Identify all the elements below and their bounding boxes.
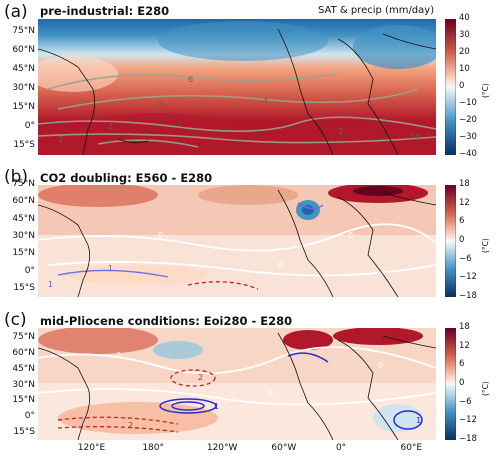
panel-a-contour-label: 2 — [158, 99, 163, 108]
panel-c-letter: (c) — [4, 310, 27, 330]
colorbar-c-unit: (°C) — [481, 381, 490, 396]
colorbar-tick-label: 18 — [459, 179, 470, 189]
lat-tick-label: 30°N — [12, 82, 35, 93]
panel-a-contour-label: 10 — [410, 133, 420, 142]
panel-c-contour-label: 0 — [116, 351, 121, 360]
map-panel-b: 0 1 0 0 1 — [38, 185, 436, 297]
lon-tick-label: 120°W — [206, 443, 238, 453]
panel-a-contour-label: 2 — [338, 127, 343, 136]
lat-tick-label: 45°N — [12, 63, 35, 74]
colorbar-tick-label: −18 — [459, 434, 477, 444]
lat-tick-label: 60°N — [12, 196, 35, 207]
panel-c-contour-label: 1 — [214, 402, 219, 411]
lon-tick-label: 180° — [142, 443, 164, 453]
panel-c-contour-label: 0 — [378, 361, 383, 370]
panel-c-contour-label: 0 — [268, 389, 273, 398]
lon-tick-label: 0° — [335, 443, 347, 453]
lat-tick-label: 15°S — [13, 282, 35, 293]
lat-tick-label: 15°N — [12, 101, 35, 112]
colorbar-tick-label: 40 — [459, 13, 470, 23]
colorbar-tick-label: 30 — [459, 30, 470, 40]
lat-tick-label: 75°N — [12, 332, 35, 343]
colorbar-tick-label: 18 — [459, 322, 470, 332]
lat-tick-label: 75°N — [12, 179, 35, 189]
panel-a-title: pre-industrial: E280 — [40, 4, 170, 18]
lon-tick-label: 60°W — [271, 443, 297, 453]
colorbar-tick-label: −12 — [459, 415, 477, 426]
lat-tick-label: 0° — [24, 410, 35, 421]
lat-tick-label: 60°N — [12, 348, 35, 359]
panel-b-contour-label: 1 — [48, 280, 53, 289]
lon-tick-label: 120°E — [77, 443, 106, 453]
colorbar-tick-label: −6 — [459, 396, 472, 407]
panel-a-contour-label: 2 — [108, 122, 113, 131]
colorbar-tick-label: 0 — [459, 235, 465, 245]
panel-c-title: mid-Pliocene conditions: Eoi280 - E280 — [40, 314, 293, 328]
panel-c-contour-label: 2 — [198, 373, 203, 382]
panel-a-subtitle: SAT & precip (mm/day) — [318, 5, 435, 16]
panel-b-letter: (b) — [4, 167, 29, 187]
panel-c-contour-label: 2 — [128, 421, 133, 430]
map-panel-a: 6 2 4 2 2 10 2 — [38, 19, 436, 155]
panel-b-contour-label: 0 — [348, 231, 353, 240]
colorbar-tick-label: −12 — [459, 272, 477, 283]
colorbar-tick-label: 6 — [459, 216, 465, 227]
colorbar-a-unit: (°C) — [481, 83, 490, 98]
colorbar-panel-c — [445, 328, 456, 440]
panel-b-contour-label: 0 — [278, 261, 283, 270]
colorbar-tick-label: −20 — [459, 115, 477, 125]
colorbar-tick-label: 20 — [459, 47, 470, 57]
lat-tick-label: 15°S — [13, 426, 35, 437]
lat-tick-label: 45°N — [12, 213, 35, 224]
panel-b-title: CO2 doubling: E560 - E280 — [40, 171, 213, 185]
colorbar-tick-label: 10 — [459, 64, 470, 74]
map-panel-c: 0 1 2 0 1 2 0 — [38, 328, 436, 440]
panel-b-contour-label: 0 — [158, 231, 163, 240]
lat-tick-label: 45°N — [12, 363, 35, 374]
colorbar-tick-label: 12 — [459, 340, 470, 351]
lat-tick-label: 15°S — [13, 140, 35, 151]
colorbar-tick-label: −6 — [459, 253, 472, 264]
colorbar-tick-label: 6 — [459, 359, 465, 370]
colorbar-tick-label: 12 — [459, 197, 470, 208]
colorbar-tick-label: −18 — [459, 291, 477, 301]
lat-tick-label: 30°N — [12, 379, 35, 390]
lat-tick-label: 0° — [24, 265, 35, 276]
panel-c-contour-label: 1 — [416, 416, 421, 425]
colorbar-tick-label: −30 — [459, 132, 477, 142]
panel-b-contour-label: 1 — [108, 264, 113, 273]
colorbar-b-unit: (°C) — [481, 238, 490, 253]
lat-tick-label: 15°N — [12, 395, 35, 406]
colorbar-panel-b — [445, 185, 456, 297]
colorbar-tick-label: 0 — [459, 378, 465, 388]
colorbar-tick-label: 0 — [459, 81, 465, 91]
lat-tick-label: 0° — [24, 121, 35, 132]
lat-tick-label: 30°N — [12, 230, 35, 241]
panel-a-letter: (a) — [4, 2, 28, 22]
panel-a-contour-label: 6 — [188, 75, 193, 84]
panel-a-contour-label: 4 — [263, 96, 268, 105]
panel-a-contour-label: 2 — [58, 135, 63, 144]
colorbar-panel-a — [445, 19, 456, 155]
colorbar-tick-label: −10 — [459, 98, 477, 108]
lat-tick-label: 15°N — [12, 248, 35, 259]
lat-tick-label: 60°N — [12, 44, 35, 55]
colorbar-tick-label: −40 — [459, 149, 477, 159]
lat-tick-label: 75°N — [12, 25, 35, 36]
lon-tick-label: 60°E — [400, 443, 423, 453]
